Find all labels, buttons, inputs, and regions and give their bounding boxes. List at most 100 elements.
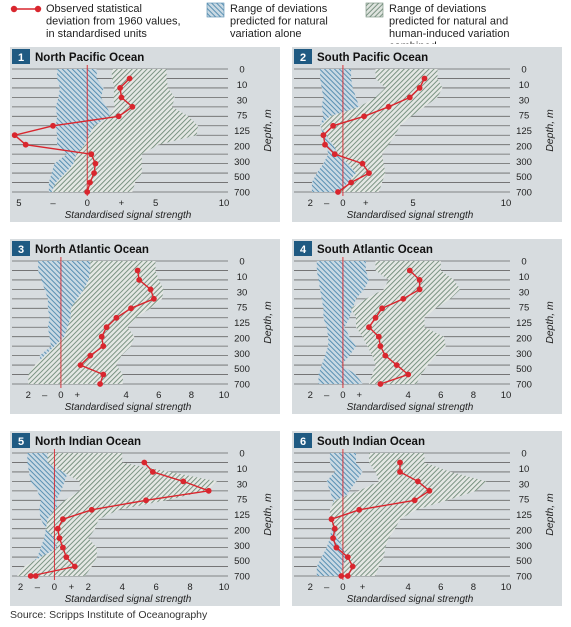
depth-tick-label: 125 — [516, 318, 532, 329]
panel-number: 2 — [300, 52, 306, 64]
depth-tick-label: 700 — [234, 188, 250, 199]
ocean-panel-6: 6 South Indian Ocean 0 10 30 75 125 200 300 500 70… — [292, 431, 562, 606]
observed-point — [91, 170, 97, 176]
observed-point — [180, 478, 187, 485]
depth-tick-label: 200 — [234, 525, 250, 536]
x-tick-label: + — [69, 582, 75, 593]
observed-point — [149, 469, 156, 475]
depth-tick-label: 30 — [519, 95, 530, 106]
observed-point — [320, 132, 327, 139]
depth-tick-label: 125 — [234, 318, 250, 329]
observed-point — [136, 277, 143, 283]
panel-title: South Indian Ocean — [317, 436, 425, 448]
observed-point — [333, 544, 340, 551]
observed-point — [117, 85, 123, 91]
panel-number: 1 — [18, 52, 24, 64]
observed-point — [406, 267, 413, 274]
depth-tick-label: 0 — [521, 449, 526, 460]
panel-background — [10, 431, 280, 606]
panel-number-box — [294, 433, 312, 448]
x-tick-label: 6 — [154, 582, 159, 593]
observed-line — [368, 269, 421, 385]
x-tick-label: 0 — [340, 390, 345, 401]
observed-point — [397, 459, 403, 466]
observed-point — [205, 487, 212, 494]
legend-combined-swatch — [365, 2, 384, 18]
observed-point — [415, 478, 421, 485]
panel-number-box — [294, 49, 312, 64]
observed-point — [50, 122, 56, 129]
depth-tick-label: 500 — [516, 556, 532, 567]
legend-text-line: variation alone — [230, 28, 302, 40]
depth-tick-label: 75 — [237, 111, 248, 122]
panel-title: North Pacific Ocean — [35, 52, 144, 64]
observed-point — [330, 122, 336, 129]
x-tick-label: – — [35, 582, 41, 593]
observed-point — [32, 573, 39, 579]
depth-tick-label: 700 — [516, 572, 532, 583]
depth-tick-label: 200 — [516, 333, 532, 344]
observed-point — [400, 295, 407, 302]
depth-tick-label: 0 — [239, 257, 244, 268]
legend-observed-label: Observed statistical deviation from 1960 … — [46, 3, 181, 40]
x-tick-label: – — [42, 390, 48, 401]
panel-title: South Pacific Ocean — [317, 52, 428, 64]
depth-tick-label: 125 — [234, 510, 250, 521]
depth-tick-label: 200 — [516, 525, 532, 536]
observed-point — [426, 487, 433, 494]
combined-range-band — [51, 69, 199, 192]
x-tick-label: 0 — [52, 582, 57, 593]
x-tick-label: 2 — [308, 390, 313, 401]
x-tick-label: 8 — [471, 582, 476, 593]
combined-range-band — [320, 69, 443, 192]
depth-tick-label: 700 — [234, 572, 250, 583]
depth-tick-label: 500 — [234, 556, 250, 567]
observed-point — [103, 324, 110, 331]
depth-tick-label: 500 — [234, 364, 250, 375]
observed-point — [366, 324, 372, 331]
depth-tick-label: 300 — [234, 541, 250, 552]
x-tick-label: 4 — [406, 582, 411, 593]
x-tick-label: 5 — [410, 198, 415, 209]
panel-background — [10, 47, 280, 222]
x-tick-label: + — [356, 390, 362, 401]
observed-point — [359, 160, 366, 167]
depth-tick-label: 10 — [519, 272, 530, 283]
legend-text-line: predicted for natural and — [389, 16, 508, 28]
legend-text-line: deviation from 1960 values, — [46, 16, 181, 28]
observed-point — [338, 573, 345, 579]
depth-tick-label: 75 — [519, 495, 530, 506]
observed-point — [115, 113, 122, 120]
legend-text-line: Range of deviations — [389, 3, 487, 15]
observed-point — [379, 305, 385, 312]
observed-point — [100, 371, 107, 378]
observed-point — [128, 305, 134, 312]
x-tick-label: 5 — [153, 198, 158, 209]
legend-observed-dot — [34, 5, 42, 13]
x-axis-label: Standardised signal strength — [65, 210, 192, 221]
x-tick-label: 2 — [308, 198, 313, 209]
depth-tick-label: 500 — [516, 364, 532, 375]
depth-tick-label: 30 — [519, 479, 530, 490]
observed-point — [63, 554, 70, 560]
observed-point — [331, 525, 338, 532]
observed-point — [375, 333, 382, 340]
source-note: Source: Scripps Institute of Oceanograph… — [10, 609, 208, 621]
natural-range-band — [23, 453, 68, 576]
depth-tick-label: 10 — [237, 272, 248, 283]
x-tick-label: – — [324, 582, 330, 593]
depth-tick-label: 0 — [521, 257, 526, 268]
panel-number: 5 — [18, 436, 24, 448]
x-tick-label: + — [363, 198, 369, 209]
observed-point — [349, 563, 356, 570]
observed-point — [356, 506, 363, 513]
depth-axis-label: Depth, m — [544, 493, 556, 536]
depth-tick-label: 0 — [239, 449, 244, 460]
panel-number: 4 — [300, 244, 307, 256]
x-tick-label: 2 — [308, 582, 313, 593]
observed-point — [60, 516, 66, 523]
observed-point — [331, 151, 338, 158]
panel-title: South Atlantic Ocean — [317, 244, 433, 256]
observed-point — [134, 267, 141, 274]
